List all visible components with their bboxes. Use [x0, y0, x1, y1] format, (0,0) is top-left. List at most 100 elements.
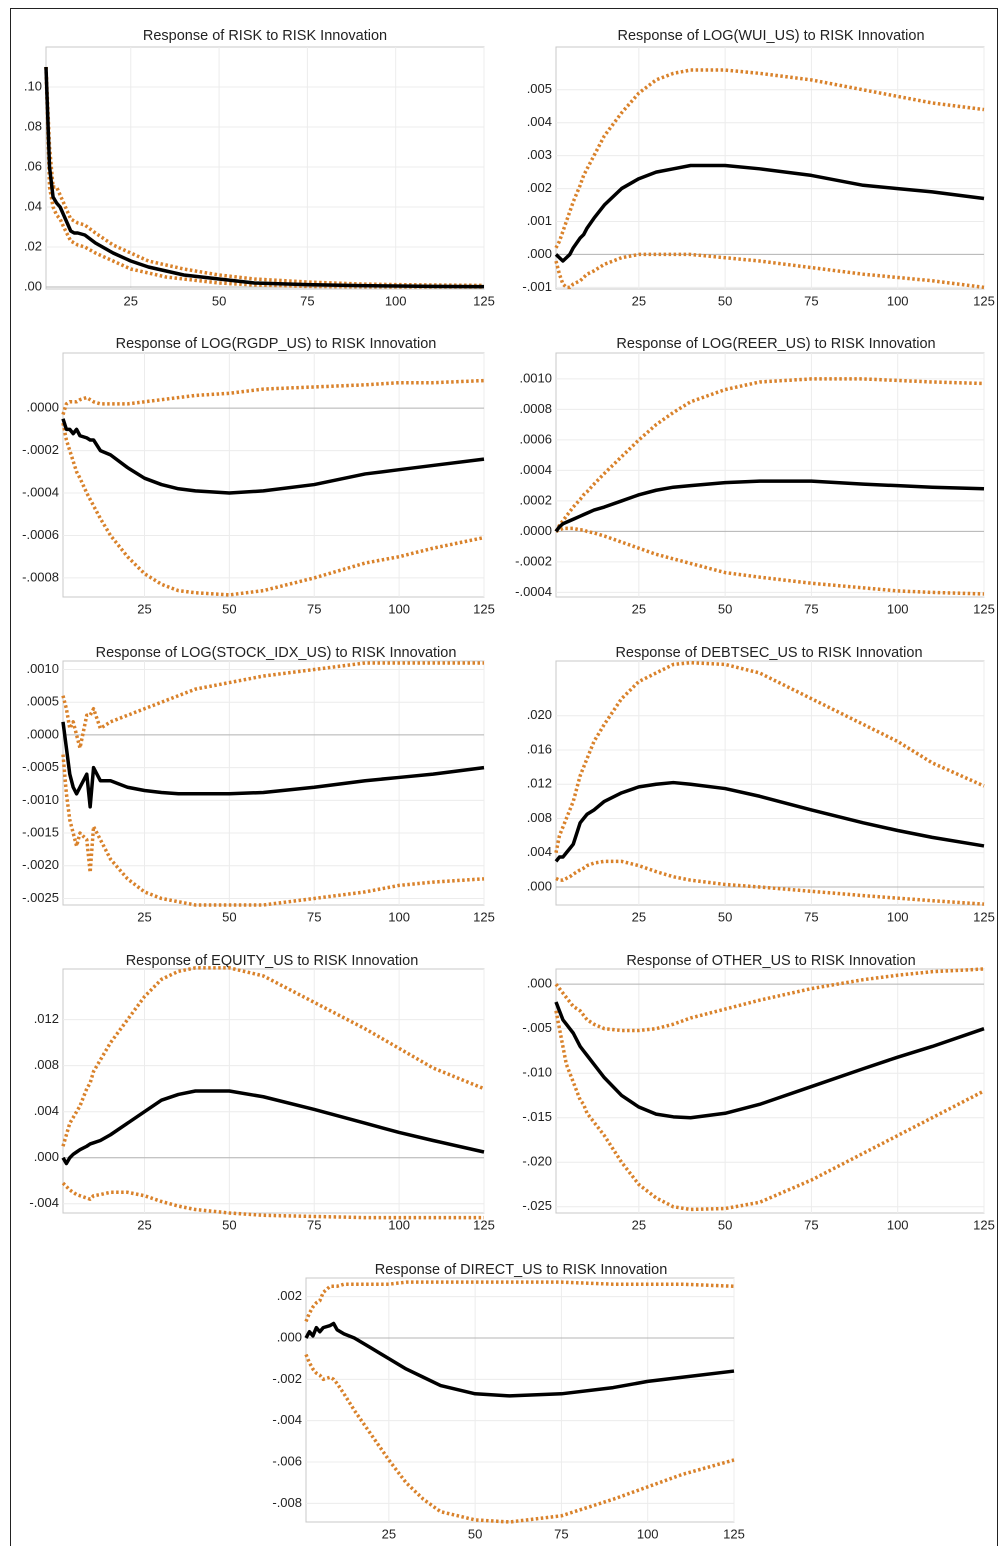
y-tick-label: -.020 [522, 1154, 552, 1169]
x-tick-label: 50 [718, 293, 732, 308]
x-tick-label: 125 [473, 909, 495, 924]
x-tick-label: 125 [973, 293, 995, 308]
y-tick-label: -.0004 [22, 484, 59, 499]
y-tick-label: -.015 [522, 1109, 552, 1124]
x-tick-label: 25 [632, 601, 646, 616]
y-tick-label: .08 [24, 118, 42, 133]
y-tick-label: -.008 [272, 1495, 302, 1510]
x-tick-label: 75 [804, 1217, 818, 1232]
y-tick-label: -.0015 [22, 824, 59, 839]
y-tick-label: .000 [527, 976, 552, 991]
confidence-band-line [554, 660, 985, 854]
y-tick-label: .002 [527, 180, 552, 195]
response-line [554, 163, 985, 263]
confidence-band-line [554, 252, 985, 290]
y-tick-label: .04 [24, 198, 42, 213]
y-tick-label: .0000 [26, 400, 59, 415]
x-tick-label: 75 [554, 1526, 568, 1541]
x-tick-label: 100 [388, 1217, 410, 1232]
y-tick-label: .020 [527, 707, 552, 722]
x-tick-label: 25 [137, 909, 151, 924]
confidence-band-line [61, 966, 485, 1147]
y-tick-label: -.002 [272, 1371, 302, 1386]
chart-title: Response of OTHER_US to RISK Innovation [626, 953, 915, 969]
chart-title: Response of DIRECT_US to RISK Innovation [375, 1262, 668, 1278]
x-tick-label: 50 [718, 1217, 732, 1232]
y-tick-label: .012 [527, 776, 552, 791]
y-tick-label: .004 [527, 114, 552, 129]
x-tick-label: 50 [222, 601, 236, 616]
x-tick-label: 125 [973, 1217, 995, 1232]
response-line [61, 721, 485, 809]
y-tick-label: .008 [34, 1057, 59, 1072]
y-tick-label: -.0002 [515, 553, 552, 568]
y-tick-label: -.0006 [22, 527, 59, 542]
confidence-band-line [555, 859, 985, 906]
confidence-band-line [44, 66, 485, 288]
x-tick-label: 75 [804, 909, 818, 924]
y-tick-label: .001 [527, 213, 552, 228]
y-tick-label: -.004 [29, 1195, 59, 1210]
x-tick-label: 50 [222, 1217, 236, 1232]
x-tick-label: 25 [632, 1217, 646, 1232]
y-tick-label: .0004 [519, 462, 552, 477]
plot-area [555, 660, 985, 906]
y-tick-label: -.001 [522, 279, 552, 294]
confidence-band-line [61, 422, 485, 597]
y-tick-label: .000 [277, 1329, 302, 1344]
x-tick-label: 25 [137, 1217, 151, 1232]
y-tick-label: .06 [24, 158, 42, 173]
y-tick-label: -.025 [522, 1198, 552, 1213]
y-tick-label: -.0008 [22, 569, 59, 584]
y-tick-label: .0000 [519, 523, 552, 538]
confidence-band-line [554, 68, 985, 249]
confidence-band-line [554, 377, 985, 533]
y-tick-label: -.006 [272, 1453, 302, 1468]
x-tick-label: 125 [473, 1217, 495, 1232]
y-tick-label: .012 [34, 1011, 59, 1026]
x-tick-label: 50 [718, 909, 732, 924]
x-tick-label: 100 [385, 293, 407, 308]
response-line [61, 418, 485, 495]
y-tick-label: -.010 [522, 1065, 552, 1080]
plot-area [555, 352, 985, 598]
y-tick-label: .000 [34, 1149, 59, 1164]
y-tick-label: .00 [24, 278, 42, 293]
x-tick-label: 125 [973, 601, 995, 616]
x-tick-label: 75 [307, 601, 321, 616]
y-tick-label: .0010 [519, 370, 552, 385]
x-tick-label: 50 [718, 601, 732, 616]
y-tick-label: -.0002 [22, 442, 59, 457]
y-tick-label: .016 [527, 741, 552, 756]
x-tick-label: 100 [388, 601, 410, 616]
y-tick-label: .0000 [26, 726, 59, 741]
chart-title: Response of RISK to RISK Innovation [143, 28, 387, 44]
x-tick-label: 125 [473, 601, 495, 616]
confidence-band-line [554, 967, 985, 1033]
x-tick-label: 125 [723, 1526, 745, 1541]
x-tick-label: 25 [632, 909, 646, 924]
y-tick-label: .0002 [519, 492, 552, 507]
y-tick-label: .02 [24, 238, 42, 253]
response-line [554, 479, 985, 533]
x-tick-label: 50 [468, 1526, 482, 1541]
confidence-band-line [304, 1280, 735, 1323]
plot-area [305, 1277, 735, 1523]
plot-area [62, 968, 485, 1214]
x-tick-label: 25 [632, 293, 646, 308]
y-tick-label: .008 [527, 810, 552, 825]
x-tick-label: 50 [212, 293, 226, 308]
response-line [304, 1321, 735, 1398]
plot-area [62, 660, 485, 906]
x-tick-label: 100 [887, 601, 909, 616]
confidence-band-line [554, 1010, 985, 1212]
response-line [554, 1001, 985, 1120]
plot-area [555, 968, 985, 1214]
plot-area [555, 46, 985, 290]
confidence-band-line [555, 526, 985, 596]
x-tick-label: 25 [137, 601, 151, 616]
chart-title: Response of LOG(WUI_US) to RISK Innovati… [617, 28, 924, 44]
y-tick-label: .0008 [519, 401, 552, 416]
x-tick-label: 75 [307, 909, 321, 924]
y-tick-label: .000 [527, 878, 552, 893]
